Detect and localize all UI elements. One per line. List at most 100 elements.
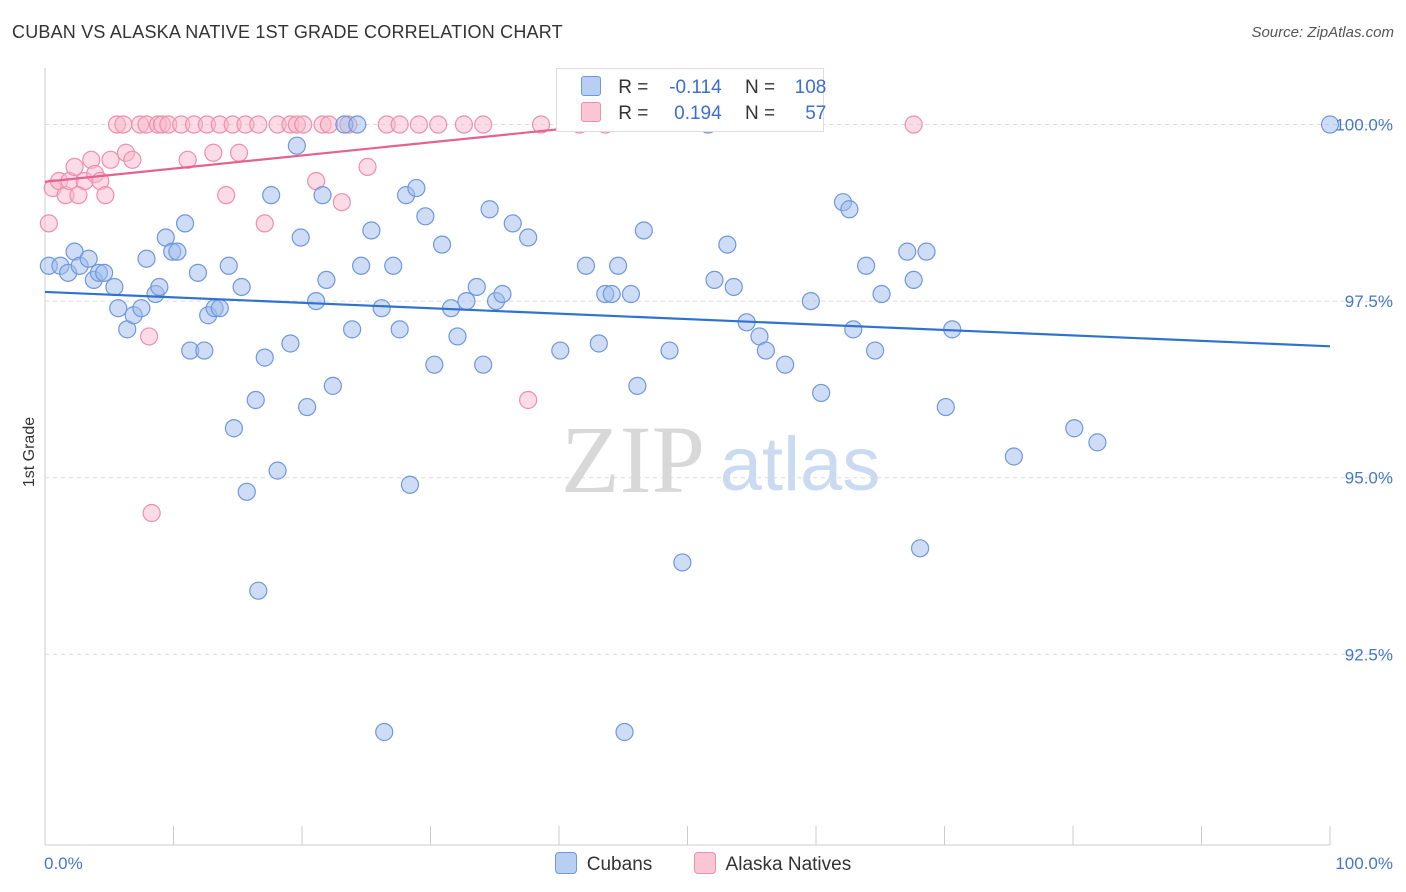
data-point [1088, 433, 1107, 452]
data-point [291, 228, 310, 247]
data-point [1004, 447, 1023, 466]
legend-row-cubans: R = -0.114 N = 108 [581, 76, 826, 100]
series-legend: Cubans Alaska Natives [0, 852, 1406, 876]
data-point [480, 200, 499, 219]
data-point [1320, 115, 1340, 134]
data-point [175, 214, 195, 233]
data-point [904, 115, 923, 134]
data-point [249, 115, 268, 134]
data-point [409, 115, 429, 134]
data-point [287, 136, 306, 155]
data-point [204, 143, 223, 162]
data-point [358, 157, 377, 176]
n-value: 57 [805, 103, 827, 124]
data-point [332, 193, 351, 212]
data-point [343, 320, 362, 339]
data-point [898, 242, 917, 261]
data-point [872, 284, 891, 304]
data-point [390, 320, 409, 339]
data-points [39, 115, 1340, 742]
data-point [474, 355, 493, 374]
data-point [416, 207, 435, 226]
watermark-zip: ZIP [561, 406, 705, 513]
data-point [109, 299, 128, 318]
cubans-legend-label: Cubans [586, 854, 653, 875]
data-point [232, 277, 251, 297]
data-point [348, 115, 367, 134]
data-point [195, 341, 214, 360]
data-point [621, 284, 641, 304]
grid [45, 124, 1392, 655]
data-point [294, 115, 313, 134]
y-tick-label: 92.5% [1345, 645, 1393, 664]
data-point [114, 115, 133, 134]
data-point [137, 249, 156, 268]
data-point [255, 214, 274, 233]
data-point [910, 539, 930, 558]
data-point [307, 292, 326, 311]
watermark: ZIP atlas [561, 406, 880, 513]
data-point [432, 235, 452, 254]
n-label: N = [744, 77, 776, 98]
data-point [224, 419, 243, 438]
data-point [474, 115, 493, 134]
trend-lines [44, 123, 1331, 348]
r-label: R = [618, 103, 649, 124]
r-value: 0.194 [674, 103, 722, 124]
data-point [429, 115, 448, 134]
data-point [39, 214, 58, 233]
r-label: R = [618, 77, 649, 98]
data-point [602, 284, 621, 304]
data-point [249, 581, 268, 600]
data-point [551, 341, 570, 360]
data-point [95, 263, 114, 282]
data-point [79, 249, 98, 268]
y-tick-label: 100.0% [1335, 116, 1393, 135]
data-point [150, 277, 169, 297]
data-point [400, 475, 420, 494]
data-point [178, 150, 197, 169]
data-point [210, 299, 229, 318]
legend-item-alaska-natives[interactable]: Alaska Natives [693, 852, 851, 876]
data-point [609, 256, 628, 275]
data-point [936, 397, 955, 417]
data-point [673, 553, 692, 572]
data-point [123, 150, 142, 169]
cubans-swatch [581, 76, 601, 96]
x-tick-label: 0.0% [44, 854, 83, 873]
data-point [142, 503, 161, 523]
data-point [237, 482, 256, 501]
data-point [352, 256, 371, 275]
data-point [634, 221, 653, 240]
data-point [904, 270, 923, 290]
data-point [840, 200, 859, 219]
data-point [313, 186, 332, 205]
trend-line [44, 123, 606, 183]
r-value: -0.114 [669, 77, 722, 98]
data-point [229, 143, 249, 162]
data-point [298, 397, 317, 417]
tick-labels: 92.5% 95.0% 97.5% 100.0% 0.0% 100.0% [44, 116, 1393, 873]
data-point [519, 228, 538, 247]
data-point [323, 376, 342, 395]
data-point [660, 341, 679, 360]
data-point [362, 221, 381, 240]
data-point [718, 235, 737, 254]
data-point [812, 383, 831, 403]
data-point [866, 341, 885, 360]
data-point [801, 292, 820, 311]
alaska-natives-legend-swatch [693, 852, 716, 874]
trend-line [44, 290, 1331, 348]
data-point [168, 242, 187, 261]
data-point [425, 355, 444, 374]
legend-item-cubans[interactable]: Cubans [554, 852, 653, 876]
data-point [448, 327, 467, 346]
data-point [384, 256, 403, 275]
y-tick-label: 95.0% [1345, 469, 1393, 488]
data-point [262, 186, 281, 205]
data-point [96, 186, 115, 205]
data-point [589, 334, 608, 353]
data-point [493, 284, 512, 304]
data-point [246, 390, 265, 410]
data-point [531, 115, 551, 134]
